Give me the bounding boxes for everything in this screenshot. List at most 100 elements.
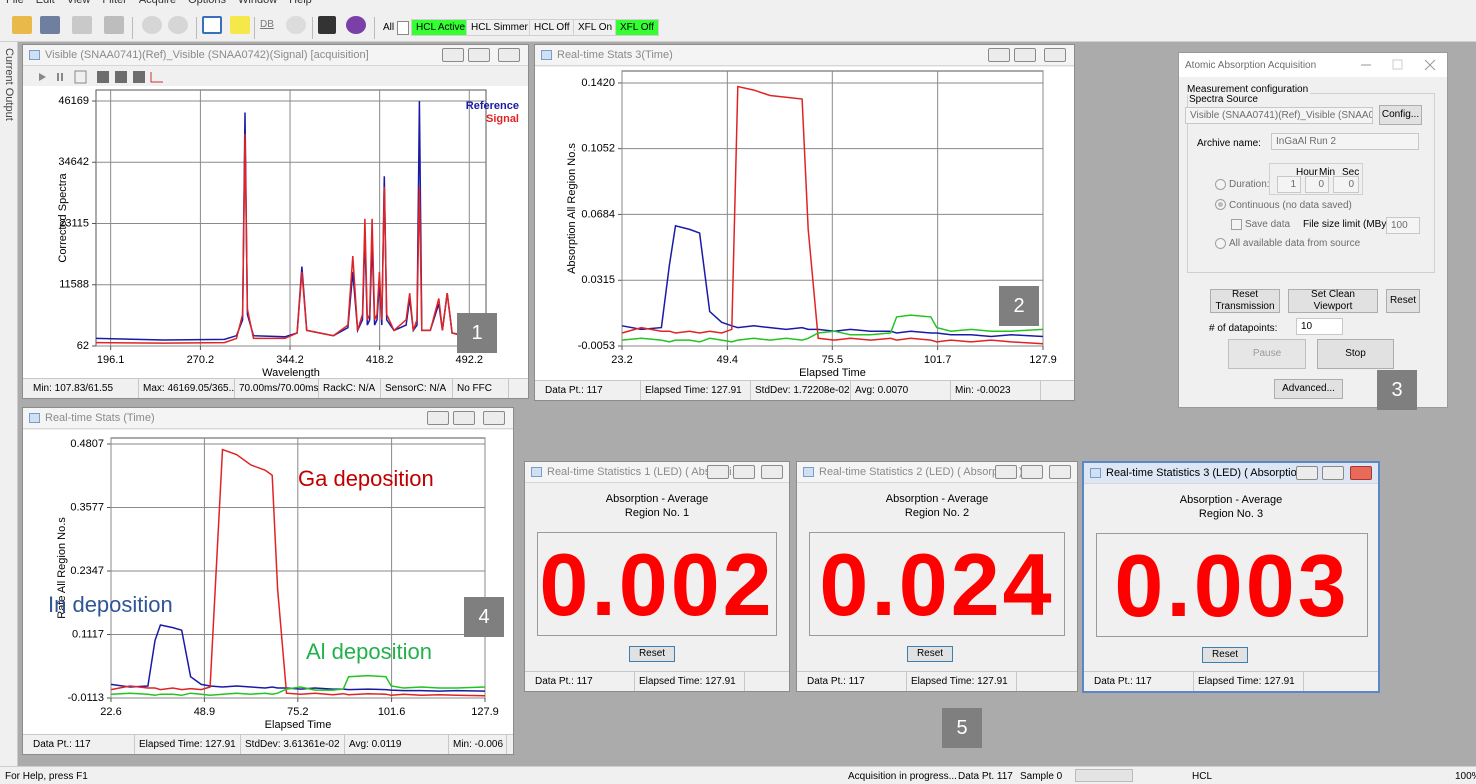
minimize-button[interactable]: [1296, 466, 1318, 480]
y-axis-label: Absorption All Region No.s: [566, 143, 578, 274]
save-icon[interactable]: [40, 16, 60, 34]
copy-icon[interactable]: [72, 16, 92, 34]
toolbar-button[interactable]: XFL Off: [615, 19, 659, 36]
reset-button[interactable]: Reset: [907, 646, 953, 662]
hour-input[interactable]: 1: [1277, 176, 1301, 193]
zoom-in-icon[interactable]: [142, 16, 162, 34]
minimize-button[interactable]: [707, 465, 729, 479]
status-bar: Data Pt.: 117 Elapsed Time: 127.91: [797, 671, 1077, 691]
toolbar-button[interactable]: XFL On: [573, 19, 618, 36]
legend-entry: Signal: [486, 113, 519, 125]
maximize-button[interactable]: [1014, 48, 1036, 62]
x-tick-label: 270.2: [187, 354, 215, 366]
set-clean-button[interactable]: Set Clean Viewport: [1288, 289, 1378, 313]
close-button[interactable]: [483, 411, 505, 425]
reset-button[interactable]: Reset: [1202, 647, 1248, 663]
toolbar-button[interactable]: HCL Simmer: [466, 19, 533, 36]
menu-item[interactable]: Options: [188, 0, 227, 6]
x-tick-label: 196.1: [97, 354, 125, 366]
group-label: Measurement configuration: [1185, 84, 1311, 95]
title-bar: Real-time Statistics 1 (LED) ( Absorpti.…: [525, 462, 789, 483]
title-bar: Real-time Statistics 2 (LED) ( Absorptio…: [797, 462, 1077, 483]
x-tick-label: 75.5: [822, 354, 843, 366]
source-select[interactable]: Visible (SNAA0741)(Ref)_Visible (SNAA07: [1185, 107, 1373, 124]
min-input[interactable]: 0: [1305, 176, 1329, 193]
menu-item[interactable]: Window: [238, 0, 278, 6]
graph-icon[interactable]: [150, 72, 163, 83]
maximize-button[interactable]: [1322, 466, 1344, 480]
advanced-button[interactable]: Advanced...: [1274, 379, 1343, 399]
reset-transmission-button[interactable]: Reset Transmission: [1210, 289, 1280, 313]
maximize-button[interactable]: [733, 465, 755, 479]
toolbar-button[interactable]: HCL Active: [411, 19, 471, 36]
db-icon[interactable]: DB: [260, 19, 274, 30]
filter-dropdown[interactable]: [397, 21, 409, 35]
chart-area: 62 11588 23115 34642 46169 196.1 270.2 344.2 418…: [23, 86, 528, 379]
maximize-button: [1392, 59, 1403, 70]
window-title: Real-time Stats 3(Time): [557, 49, 673, 61]
progress-box: [1075, 769, 1133, 782]
all-data-radio[interactable]: [1215, 238, 1226, 249]
y-axis-label: Corrected Spectra: [57, 172, 69, 262]
status-bar: Data Pt.: 117 Elapsed Time: 127.91 StdDe…: [535, 380, 1074, 400]
archive-input[interactable]: InGaAl Run 2: [1271, 133, 1419, 150]
stats-window: Real-time Stats (Time) -0.0113 0.1117 0.23…: [22, 407, 514, 755]
pause-icon[interactable]: [57, 73, 59, 81]
minimize-button[interactable]: [427, 411, 449, 425]
sec-input[interactable]: 0: [1333, 176, 1359, 193]
continuous-radio[interactable]: [1215, 199, 1226, 210]
x-tick-label: 101.7: [924, 354, 952, 366]
maximize-button[interactable]: [453, 411, 475, 425]
dialog-title: Atomic Absorption Acquisition: [1185, 60, 1317, 71]
menu-item[interactable]: Help: [289, 0, 312, 6]
x-tick-label: 101.6: [378, 706, 406, 718]
play-icon[interactable]: [39, 73, 46, 81]
close-button[interactable]: [1049, 465, 1071, 479]
side-tab[interactable]: Current Output: [0, 42, 18, 766]
book-icon[interactable]: [346, 16, 366, 34]
minimize-button[interactable]: [995, 465, 1017, 479]
menu-item[interactable]: Edit: [35, 0, 55, 6]
help-icon[interactable]: [318, 16, 336, 34]
menu-item[interactable]: File: [6, 0, 24, 6]
close-button[interactable]: [1044, 48, 1066, 62]
duration-radio[interactable]: [1215, 179, 1226, 190]
atom-icon[interactable]: [286, 16, 306, 34]
marker-icon[interactable]: [230, 16, 250, 34]
menu-item[interactable]: Acquire: [138, 0, 177, 6]
save-checkbox[interactable]: [1231, 219, 1242, 230]
marker: 5: [942, 708, 982, 748]
maximize-button[interactable]: [468, 48, 490, 62]
minimize-button[interactable]: [988, 48, 1010, 62]
status-item: Data Pt.: 117: [29, 735, 135, 754]
options-icon[interactable]: [74, 70, 87, 84]
x-tick-label: 22.6: [100, 706, 121, 718]
menu-item[interactable]: Filter: [102, 0, 127, 6]
print-icon[interactable]: [104, 16, 124, 34]
point-text: Data Pt. 117: [958, 771, 1013, 782]
datapoints-input[interactable]: 10: [1296, 318, 1343, 335]
status-item: Data Pt.: 117: [531, 672, 635, 691]
open-icon[interactable]: [12, 16, 32, 34]
zoom-out-icon[interactable]: [168, 16, 188, 34]
export-icon[interactable]: [115, 71, 127, 83]
x-tick-label: 344.2: [276, 354, 304, 366]
minimize-button[interactable]: [442, 48, 464, 62]
y-tick-label: 0.3577: [70, 501, 104, 513]
menu-item[interactable]: View: [66, 0, 91, 6]
maximize-button[interactable]: [1021, 465, 1043, 479]
pause-button: Pause: [1228, 339, 1306, 369]
close-button[interactable]: [498, 48, 520, 62]
chart-icon[interactable]: [202, 16, 222, 34]
config-button[interactable]: Config...: [1379, 105, 1422, 125]
close-button[interactable]: [761, 465, 783, 479]
stop-button[interactable]: Stop: [1317, 339, 1394, 369]
reset-button[interactable]: Reset: [1386, 289, 1420, 313]
export-icon[interactable]: [97, 71, 109, 83]
reset-button[interactable]: Reset: [629, 646, 675, 662]
file-limit-input[interactable]: 100: [1386, 217, 1420, 234]
export-icon[interactable]: [133, 71, 145, 83]
toolbar-button[interactable]: HCL Off: [529, 19, 575, 36]
led-value: 0.002: [539, 535, 775, 634]
close-button[interactable]: [1350, 466, 1372, 480]
